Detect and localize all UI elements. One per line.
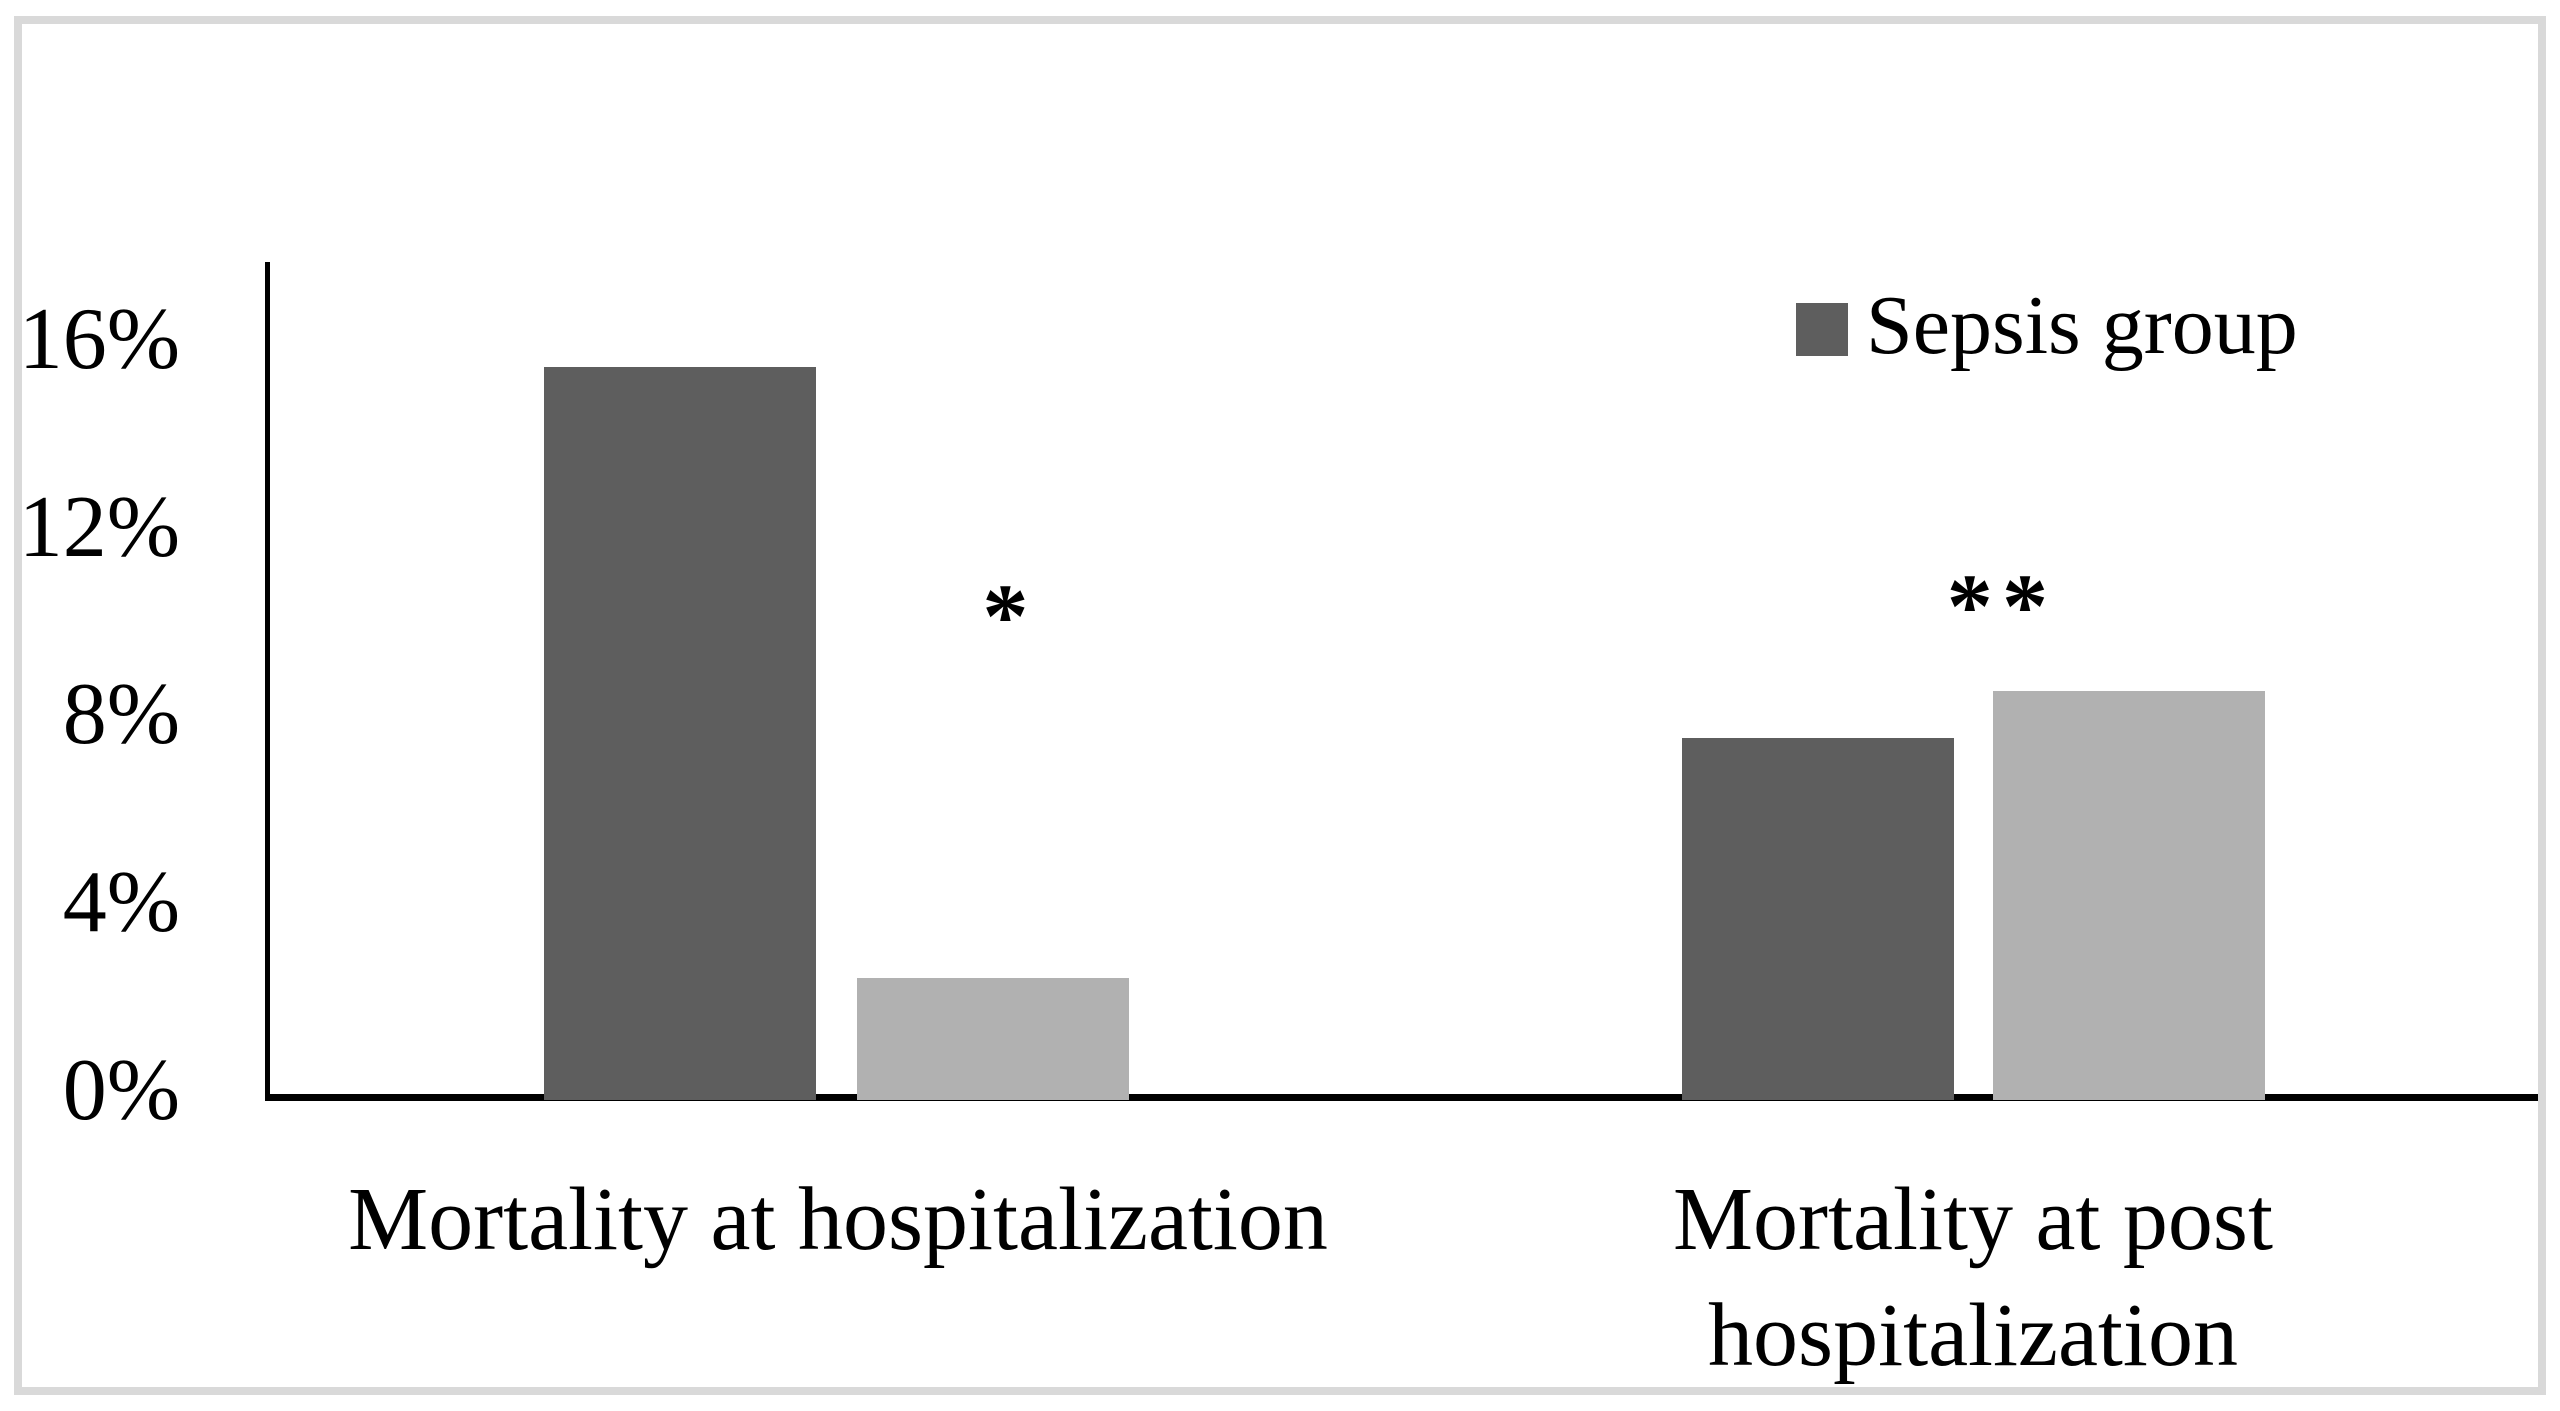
category-label-mortality-at-hospitalization: Mortality at hospitalization (348, 1170, 1328, 1269)
y-tick-label-12: 12% (18, 479, 180, 576)
y-tick-label-16: 16% (18, 291, 180, 388)
y-axis-line (265, 262, 270, 1100)
legend-swatch-sepsis-group (1796, 303, 1848, 356)
bar-sepsis-mortality-post-hospitalization (1682, 738, 1954, 1100)
figure-border (14, 16, 2546, 1395)
y-tick-label-0: 0% (62, 1042, 180, 1139)
legend: Sepsis group (1796, 270, 2298, 382)
y-tick-label-8: 8% (62, 666, 180, 763)
bar-sepsis-mortality-hospitalization (544, 367, 816, 1100)
category-label-mortality-at-post-hospitalization: Mortality at post hospitalization (1673, 1170, 2273, 1385)
x-axis-line (265, 1094, 2538, 1101)
significance-asterisk-group1: * (982, 565, 1038, 667)
y-tick-label-4: 4% (62, 854, 180, 951)
legend-label-sepsis-group: Sepsis group (1866, 279, 2298, 372)
bar-comparison-mortality-post-hospitalization (1993, 691, 2265, 1100)
bar-comparison-mortality-hospitalization (857, 978, 1129, 1100)
significance-asterisk-group2: ** (1946, 555, 2058, 657)
